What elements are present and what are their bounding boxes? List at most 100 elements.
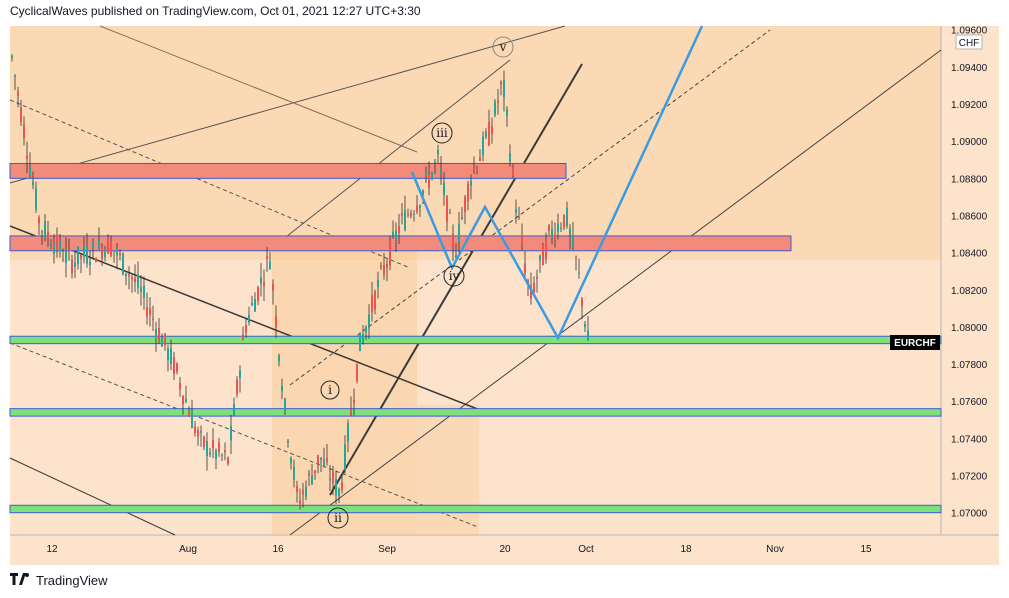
candle-body — [59, 240, 61, 252]
candle-body — [512, 168, 514, 176]
candle-body — [44, 220, 46, 238]
price-axis[interactable]: 1.09600 1.09400 1.09200 1.09000 1.08800 1.086… — [951, 26, 988, 520]
candle-body — [521, 235, 523, 245]
candle-body — [551, 228, 553, 238]
candle-body — [587, 330, 589, 341]
candle-body — [11, 55, 13, 58]
candle-body — [485, 131, 487, 138]
candle-body — [338, 488, 340, 497]
candle-body — [293, 466, 295, 480]
candle-body — [50, 245, 52, 248]
time-tick-label: Oct — [578, 544, 594, 555]
lower-channel-line — [9, 457, 176, 536]
trendlines — [9, 25, 942, 536]
candle-body — [233, 404, 235, 415]
time-tick-label: 20 — [499, 544, 511, 555]
candle-body — [98, 239, 100, 248]
candle-body — [299, 500, 301, 506]
candle-body — [152, 318, 154, 321]
candle-body — [113, 250, 115, 252]
candle-body — [371, 294, 373, 312]
time-tick-label: Nov — [766, 544, 784, 555]
candle-body — [389, 240, 391, 266]
candle-body — [356, 363, 358, 381]
candle-body — [230, 426, 232, 441]
price-tick-label: 1.08400 — [951, 249, 988, 260]
candle-body — [170, 348, 172, 364]
svg-text:iv: iv — [449, 269, 460, 283]
candle-body — [218, 442, 220, 452]
candle-body — [488, 121, 490, 146]
candle-body — [272, 283, 274, 291]
candle-body — [449, 212, 451, 214]
price-tick-label: 1.07200 — [951, 472, 988, 483]
candle-body — [386, 263, 388, 268]
down-trend-dashed-1 — [9, 99, 411, 269]
price-tick-label: 1.07600 — [951, 397, 988, 408]
candle-body — [533, 282, 535, 293]
candle-body — [287, 441, 289, 443]
candle-body — [476, 167, 478, 172]
candle-body — [95, 258, 97, 262]
candle-body — [320, 457, 322, 461]
candle-body — [500, 81, 502, 85]
price-tick-label: 1.08800 — [951, 174, 988, 185]
candle-body — [197, 430, 199, 437]
currency-label: CHF — [959, 38, 980, 49]
candle-body — [158, 328, 160, 342]
candle-body — [266, 255, 268, 259]
candle-body — [146, 306, 148, 317]
candle-body — [578, 272, 580, 274]
price-tick-label: 1.09600 — [951, 26, 988, 37]
candle-body — [254, 299, 256, 312]
candle-body — [305, 486, 307, 497]
candle-body — [383, 264, 385, 275]
candle-body — [317, 455, 319, 466]
candle-body — [281, 386, 283, 392]
price-tick-label: 1.09400 — [951, 63, 988, 74]
candle-body — [332, 471, 334, 484]
footer: TradingView — [10, 572, 108, 588]
candle-body — [14, 75, 16, 77]
zone-resistance-2 — [9, 235, 792, 252]
candle-body — [425, 172, 427, 176]
candle-body — [284, 399, 286, 410]
wave-label-iv: iv — [443, 265, 465, 287]
candle-body — [344, 444, 346, 470]
candle-body — [131, 276, 133, 280]
candle-body — [74, 262, 76, 268]
candle-body — [89, 261, 91, 266]
candle-body — [203, 436, 205, 448]
candle-body — [53, 244, 55, 254]
candle-body — [542, 244, 544, 266]
wave-label-i: i — [320, 380, 340, 400]
candle-body — [251, 302, 253, 305]
candle-body — [524, 263, 526, 274]
time-tick-label: 16 — [272, 544, 284, 555]
candle-body — [302, 489, 304, 495]
candle-body — [536, 276, 538, 279]
candle-body — [539, 255, 541, 261]
candle-body — [395, 230, 397, 240]
candle-body — [200, 431, 202, 433]
candle-body — [47, 231, 49, 238]
candle-body — [335, 479, 337, 496]
candle-body — [125, 273, 127, 277]
candle-body — [86, 246, 88, 264]
candle-body — [398, 225, 400, 233]
symbol-tag-label: EURCHF — [894, 338, 936, 349]
candle-body — [380, 265, 382, 268]
channel-upper-1 — [9, 25, 566, 184]
candle-body — [323, 459, 325, 467]
candle-body — [143, 285, 145, 298]
zones-layer — [9, 162, 942, 514]
candle-body — [56, 233, 58, 251]
candle-body — [194, 426, 196, 434]
svg-text:ii: ii — [334, 511, 342, 525]
candle-body — [119, 253, 121, 256]
price-tick-label: 1.08200 — [951, 286, 988, 297]
time-axis[interactable]: 12 Aug 16 Sep 20 Oct 18 Nov 15 — [46, 544, 872, 555]
candle-body — [23, 124, 25, 139]
candle-body — [68, 249, 70, 252]
